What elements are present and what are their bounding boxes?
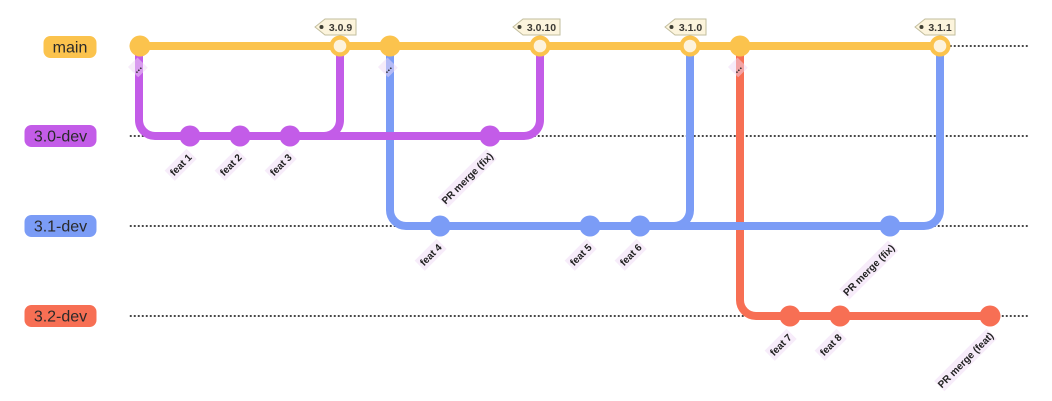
svg-text:3.1.1: 3.1.1 xyxy=(928,22,952,34)
svg-text:PR merge (feat): PR merge (feat) xyxy=(936,331,996,391)
svg-text:main: main xyxy=(53,40,88,57)
svg-text:3.1-dev: 3.1-dev xyxy=(34,219,87,236)
svg-text:3.2-dev: 3.2-dev xyxy=(34,309,87,326)
svg-text:PR merge (fix): PR merge (fix) xyxy=(842,243,898,299)
svg-text:3.0.9: 3.0.9 xyxy=(329,22,353,34)
svg-text:PR merge (fix): PR merge (fix) xyxy=(440,151,496,207)
svg-text:3.0-dev: 3.0-dev xyxy=(34,129,87,146)
svg-text:3.1.0: 3.1.0 xyxy=(679,22,703,34)
svg-text:3.0.10: 3.0.10 xyxy=(527,22,556,34)
